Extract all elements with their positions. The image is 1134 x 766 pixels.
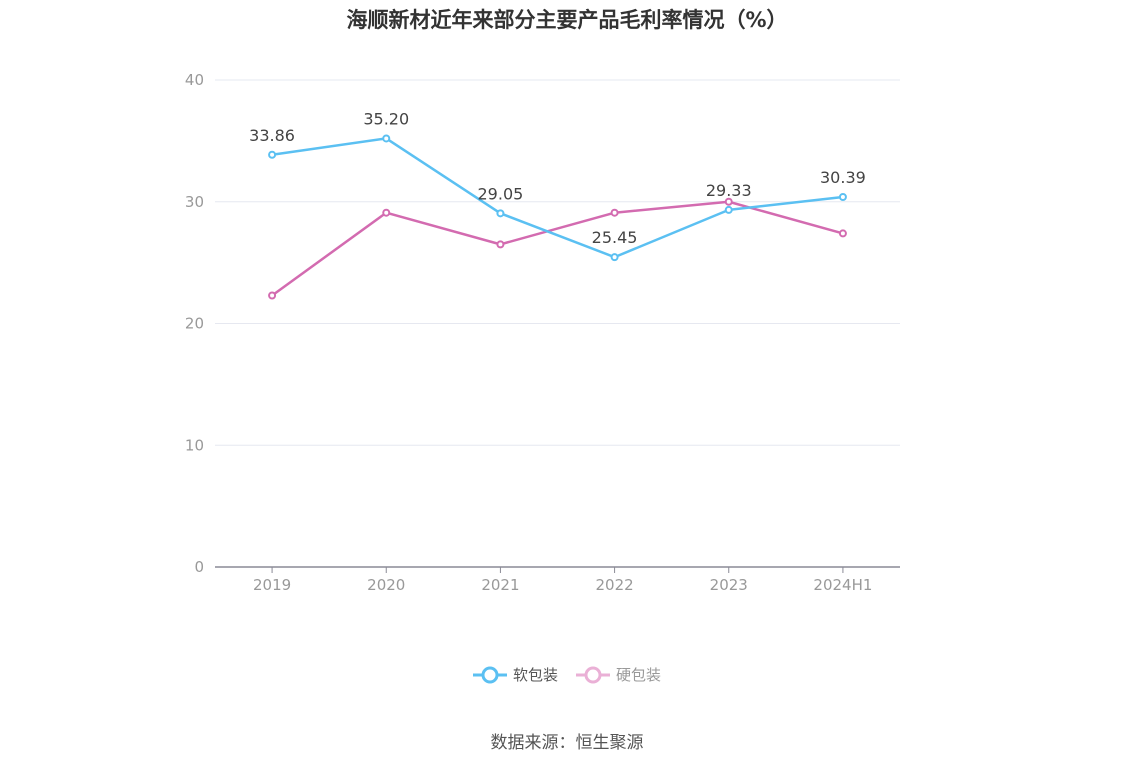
x-tick-label-2023: 2023 [710, 576, 748, 594]
data-point-hard-packaging-2019 [268, 291, 277, 300]
grid-layer [215, 79, 900, 446]
data-label-soft-packaging-2019: 33.86 [249, 126, 295, 145]
data-point-soft-packaging-2021 [496, 209, 505, 218]
axis-layer: 0 10 20 30 40 2019 2020 2021 2022 2023 2024H1 [185, 71, 900, 594]
x-tick-label-2021: 2021 [481, 576, 519, 594]
data-point-hard-packaging-2020 [382, 208, 391, 217]
legend-swatch-hard-packaging-icon [576, 666, 610, 683]
series-line-hard-packaging [271, 200, 844, 297]
y-tick-label: 10 [185, 436, 204, 454]
series-layer [268, 134, 847, 300]
data-label-layer: 33.86 35.20 29.05 25.45 29.33 30.39 [249, 109, 866, 247]
data-label-soft-packaging-2023: 29.33 [706, 181, 752, 200]
legend-swatch-soft-packaging-icon [472, 666, 507, 683]
data-point-hard-packaging-2023 [724, 197, 733, 206]
legend-label-hard-packaging: 硬包装 [616, 666, 662, 684]
legend-item-soft-packaging[interactable]: 软包装 [472, 664, 558, 685]
data-point-soft-packaging-2024H1 [838, 193, 847, 202]
y-tick-label: 20 [185, 315, 204, 333]
x-tick-label-2022: 2022 [595, 576, 633, 594]
data-point-soft-packaging-2022 [610, 253, 619, 262]
chart-title: 海顺新材近年来部分主要产品毛利率情况（%） [346, 8, 788, 32]
legend-label-soft-packaging: 软包装 [512, 666, 558, 684]
data-point-hard-packaging-2022 [610, 208, 619, 217]
legend-item-hard-packaging[interactable]: 硬包装 [576, 664, 661, 685]
legend: 软包装 硬包装 [0, 664, 1134, 685]
data-point-hard-packaging-2021 [496, 240, 505, 249]
data-point-soft-packaging-2019 [268, 150, 277, 159]
series-line-soft-packaging [271, 137, 844, 259]
y-tick-label: 0 [194, 558, 204, 576]
x-tick-label-2019: 2019 [253, 576, 291, 594]
data-label-soft-packaging-2021: 29.05 [478, 184, 524, 203]
x-tick-label-2020: 2020 [367, 576, 405, 594]
data-point-hard-packaging-2024H1 [838, 229, 847, 238]
x-tick-label-2024H1: 2024H1 [813, 576, 872, 594]
data-point-soft-packaging-2020 [382, 134, 391, 143]
data-label-soft-packaging-2020: 35.20 [363, 109, 409, 128]
y-tick-label: 30 [185, 193, 204, 211]
y-tick-label: 40 [185, 71, 204, 89]
data-source: 数据来源：恒生聚源 [490, 733, 644, 753]
data-label-soft-packaging-2024H1: 30.39 [820, 168, 866, 187]
data-label-soft-packaging-2022: 25.45 [592, 228, 638, 247]
data-point-soft-packaging-2023 [724, 205, 733, 214]
